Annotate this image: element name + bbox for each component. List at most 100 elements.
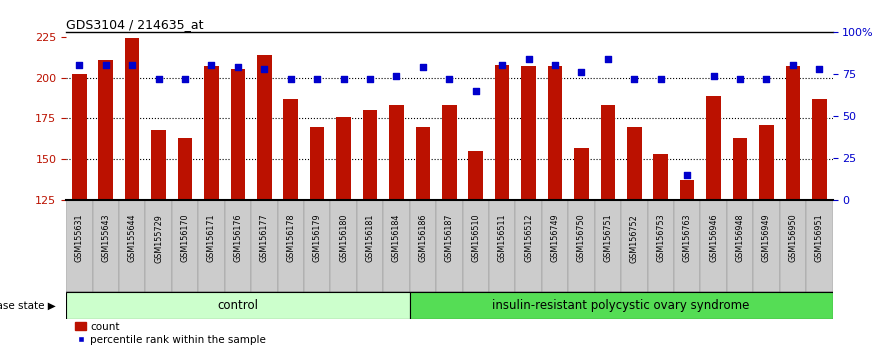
- Point: [495, 63, 509, 68]
- Text: GSM156751: GSM156751: [603, 214, 612, 262]
- Bar: [674, 200, 700, 292]
- Point: [680, 172, 694, 178]
- Text: GSM156753: GSM156753: [656, 214, 665, 262]
- Point: [759, 76, 774, 82]
- Bar: [178, 138, 192, 200]
- Bar: [66, 200, 93, 292]
- Bar: [522, 66, 536, 200]
- Text: GSM156752: GSM156752: [630, 214, 639, 263]
- Point: [204, 63, 218, 68]
- Bar: [627, 126, 641, 200]
- Bar: [442, 105, 456, 200]
- Bar: [330, 200, 357, 292]
- Bar: [648, 200, 674, 292]
- Bar: [125, 38, 139, 200]
- Text: GSM155643: GSM155643: [101, 214, 110, 262]
- Text: GSM155644: GSM155644: [128, 214, 137, 262]
- Bar: [145, 200, 172, 292]
- Bar: [812, 99, 826, 200]
- Text: GSM156184: GSM156184: [392, 214, 401, 262]
- Bar: [733, 138, 747, 200]
- Point: [337, 76, 351, 82]
- Bar: [601, 105, 615, 200]
- Bar: [284, 99, 298, 200]
- Text: GSM156510: GSM156510: [471, 214, 480, 262]
- Bar: [469, 151, 483, 200]
- Legend: count, percentile rank within the sample: count, percentile rank within the sample: [71, 317, 270, 349]
- Point: [257, 66, 271, 72]
- Bar: [680, 181, 694, 200]
- Bar: [251, 200, 278, 292]
- Point: [99, 63, 113, 68]
- Point: [601, 56, 615, 62]
- Bar: [99, 59, 113, 200]
- Bar: [707, 96, 721, 200]
- Point: [416, 64, 430, 70]
- Bar: [806, 200, 833, 292]
- Text: GSM156186: GSM156186: [418, 214, 427, 262]
- Bar: [759, 125, 774, 200]
- Bar: [204, 66, 218, 200]
- Text: control: control: [218, 299, 258, 312]
- Text: GSM156946: GSM156946: [709, 214, 718, 262]
- Bar: [436, 200, 463, 292]
- Text: GDS3104 / 214635_at: GDS3104 / 214635_at: [66, 18, 204, 31]
- Point: [522, 56, 536, 62]
- Text: GSM156750: GSM156750: [577, 214, 586, 262]
- Point: [469, 88, 483, 93]
- Bar: [727, 200, 753, 292]
- Point: [72, 63, 86, 68]
- Text: GSM156951: GSM156951: [815, 214, 824, 262]
- Point: [284, 76, 298, 82]
- Bar: [542, 200, 568, 292]
- Point: [733, 76, 747, 82]
- Bar: [337, 117, 351, 200]
- Bar: [463, 200, 489, 292]
- Bar: [363, 110, 377, 200]
- Point: [786, 63, 800, 68]
- Text: GSM156187: GSM156187: [445, 214, 454, 262]
- Bar: [172, 200, 198, 292]
- Text: GSM156179: GSM156179: [313, 214, 322, 262]
- Text: insulin-resistant polycystic ovary syndrome: insulin-resistant polycystic ovary syndr…: [492, 299, 750, 312]
- Text: GSM156178: GSM156178: [286, 214, 295, 262]
- Bar: [72, 74, 86, 200]
- Bar: [595, 200, 621, 292]
- Text: GSM156181: GSM156181: [366, 214, 374, 262]
- Bar: [278, 200, 304, 292]
- Point: [310, 76, 324, 82]
- Text: GSM156950: GSM156950: [788, 214, 797, 262]
- Text: GSM156948: GSM156948: [736, 214, 744, 262]
- Point: [812, 66, 826, 72]
- Point: [627, 76, 641, 82]
- Bar: [257, 55, 271, 200]
- Bar: [621, 200, 648, 292]
- Text: GSM156512: GSM156512: [524, 214, 533, 262]
- Bar: [700, 200, 727, 292]
- Text: GSM156511: GSM156511: [498, 214, 507, 262]
- Bar: [225, 200, 251, 292]
- Bar: [304, 200, 330, 292]
- Text: GSM156170: GSM156170: [181, 214, 189, 262]
- Bar: [548, 66, 562, 200]
- Bar: [515, 200, 542, 292]
- Bar: [574, 148, 589, 200]
- Point: [654, 76, 668, 82]
- Text: GSM156749: GSM156749: [551, 214, 559, 262]
- Bar: [152, 130, 166, 200]
- Bar: [410, 292, 833, 319]
- Bar: [310, 126, 324, 200]
- Bar: [416, 126, 430, 200]
- Point: [125, 63, 139, 68]
- Bar: [568, 200, 595, 292]
- Point: [178, 76, 192, 82]
- Bar: [495, 64, 509, 200]
- Bar: [654, 154, 668, 200]
- Bar: [489, 200, 515, 292]
- Point: [389, 73, 403, 78]
- Text: GSM156763: GSM156763: [683, 214, 692, 262]
- Point: [152, 76, 166, 82]
- Point: [574, 69, 589, 75]
- Point: [442, 76, 456, 82]
- Text: GSM156949: GSM156949: [762, 214, 771, 262]
